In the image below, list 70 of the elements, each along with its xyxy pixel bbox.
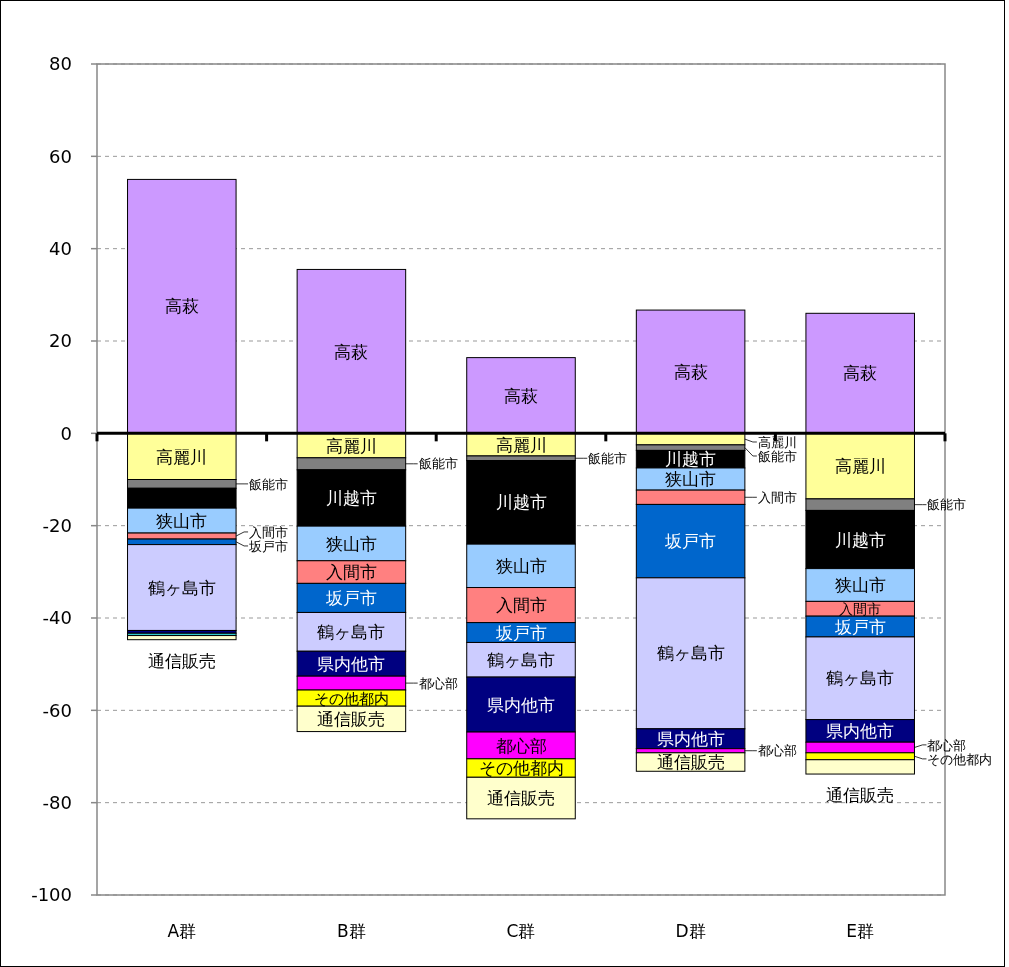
data-label: 通信販売 [487,788,555,809]
data-label: 飯能市 [588,450,628,466]
y-tick-label: 20 [49,330,72,352]
data-label: 坂戸市 [833,616,886,637]
x-tick-label: C群 [506,921,536,942]
data-label: 飯能市 [249,476,289,492]
data-label: 坂戸市 [324,588,377,609]
data-label: 高萩 [843,363,878,384]
data-label: その他都内 [927,751,993,767]
data-label: 川越市 [495,492,547,513]
data-label: 坂戸市 [248,538,289,554]
data-label: 鶴ヶ島市 [147,577,216,598]
data-label: 飯能市 [757,448,797,464]
data-label: 狭山市 [495,555,547,576]
y-tick-label: -80 [42,792,72,814]
data-label: 県内他市 [656,728,725,749]
y-tick-label: -40 [42,607,72,629]
y-tick-label: 0 [60,422,72,444]
data-label: 坂戸市 [664,531,717,552]
x-tick-label: D群 [675,921,706,942]
data-label: 高萩 [164,296,199,317]
data-label: 県内他市 [826,721,895,741]
data-label: 鶴ヶ島市 [656,643,725,664]
data-label: 狭山市 [156,510,208,531]
data-label: 都心部 [495,735,547,756]
y-tick-label: -20 [42,515,72,537]
data-label: 県内他市 [317,653,386,674]
y-tick-label: 80 [49,53,72,75]
x-tick-label: B群 [337,921,366,942]
data-label: 高萩 [334,341,369,362]
data-label: 鶴ヶ島市 [317,621,386,642]
data-label: 高萩 [504,385,538,406]
data-label: 入間市 [325,562,377,583]
data-label: その他都内 [313,689,389,708]
data-label: 入間市 [249,524,289,540]
data-label: 入間市 [495,595,547,616]
data-label: 通信販売 [147,650,216,671]
y-tick-label: 40 [49,238,72,260]
data-label: 入間市 [757,489,797,505]
data-label: 高麗川 [325,435,377,456]
data-label: 狭山市 [665,469,717,490]
bar [127,635,237,641]
data-label: 飯能市 [418,456,458,472]
x-tick-label: A群 [167,921,197,942]
data-label: 鶴ヶ島市 [826,668,895,689]
data-label: 都心部 [757,743,797,759]
data-label: 川越市 [834,529,886,550]
data-label: 高萩 [673,361,708,382]
data-label: その他都内 [478,758,564,779]
data-label: 高麗川 [495,434,547,455]
y-tick-label: 60 [49,145,72,167]
data-label: 県内他市 [487,694,555,715]
data-label: 都心部 [927,737,967,753]
y-tick-label: -100 [31,884,72,906]
data-label: 高麗川 [156,446,208,467]
data-label: 坂戸市 [494,622,547,643]
data-label: 鶴ヶ島市 [487,649,555,670]
data-label: 川越市 [665,450,717,470]
data-label: 高麗川 [834,456,886,477]
data-label: 通信販売 [656,752,725,773]
data-label: 狭山市 [834,575,886,596]
data-label: 都心部 [418,675,458,691]
data-label: 通信販売 [826,785,895,806]
data-label: 川越市 [325,488,377,509]
data-label: 通信販売 [317,708,386,729]
data-label: 入間市 [839,600,882,617]
data-label: 飯能市 [927,497,967,513]
data-label: 狭山市 [325,533,377,554]
x-tick-label: E群 [846,921,875,942]
y-tick-label: -60 [42,699,72,721]
